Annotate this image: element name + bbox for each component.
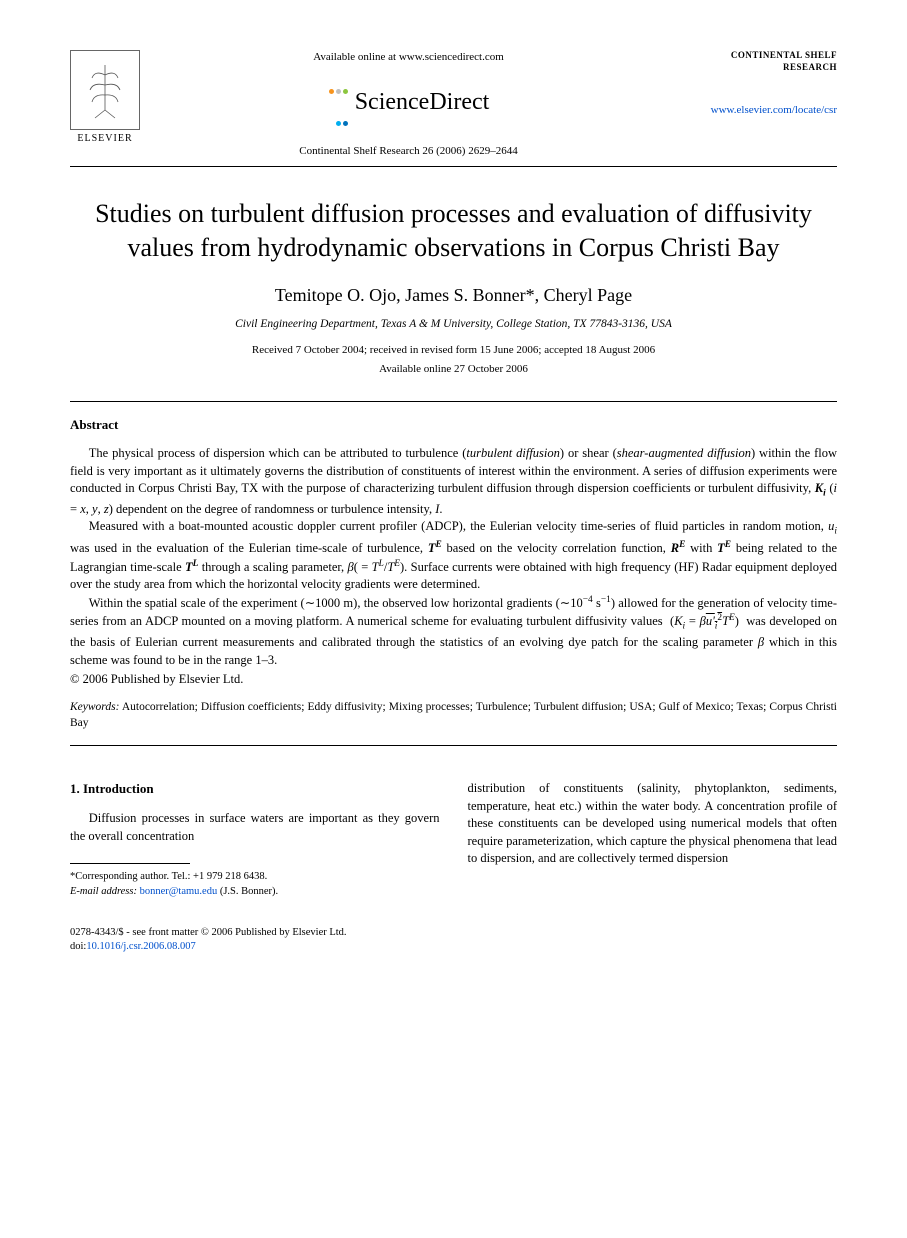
header: ELSEVIER Available online at www.science… [70,50,837,158]
journal-link[interactable]: www.elsevier.com/locate/csr [677,103,837,118]
keywords-label: Keywords: [70,701,119,713]
abstract-top-rule [70,401,837,402]
front-matter-text: 0278-4343/$ - see front matter © 2006 Pu… [70,926,837,940]
received-dates: Received 7 October 2004; received in rev… [70,343,837,358]
doi-line: doi:10.1016/j.csr.2006.08.007 [70,940,837,954]
intro-heading: 1. Introduction [70,780,440,798]
email-suffix: (J.S. Bonner). [220,886,278,897]
copyright: © 2006 Published by Elsevier Ltd. [70,671,837,688]
doi-label: doi: [70,941,86,952]
abstract-p1: The physical process of dispersion which… [70,445,837,518]
column-left: 1. Introduction Diffusion processes in s… [70,780,440,900]
front-matter: 0278-4343/$ - see front matter © 2006 Pu… [70,926,837,954]
available-online-text: Available online at www.sciencedirect.co… [160,50,657,65]
article-title: Studies on turbulent diffusion processes… [70,197,837,265]
header-rule [70,166,837,167]
abstract-p3: Within the spatial scale of the experime… [70,594,837,669]
sciencedirect-logo: ScienceDirect [160,71,657,136]
online-date: Available online 27 October 2006 [70,362,837,377]
publisher-block: ELSEVIER [70,50,140,146]
intro-text-right: distribution of constituents (salinity, … [468,780,838,868]
body-columns: 1. Introduction Diffusion processes in s… [70,780,837,900]
publisher-name: ELSEVIER [70,132,140,146]
keywords: Keywords: Autocorrelation; Diffusion coe… [70,700,837,731]
intro-text-left: Diffusion processes in surface waters ar… [70,810,440,845]
platform-name: ScienceDirect [355,89,490,115]
email-line: E-mail address: bonner@tamu.edu (J.S. Bo… [70,885,440,900]
keywords-list: Autocorrelation; Diffusion coefficients;… [70,701,837,729]
right-header: CONTINENTAL SHELF RESEARCH www.elsevier.… [677,50,837,118]
journal-reference: Continental Shelf Research 26 (2006) 262… [160,144,657,159]
journal-title: CONTINENTAL SHELF RESEARCH [677,50,837,73]
sciencedirect-dots-icon [328,71,349,136]
email-label: E-mail address: [70,886,137,897]
corresponding-author: *Corresponding author. Tel.: +1 979 218 … [70,870,440,885]
footnote-rule [70,863,190,864]
keywords-rule [70,745,837,746]
center-header: Available online at www.sciencedirect.co… [140,50,677,158]
doi-link[interactable]: 10.1016/j.csr.2006.08.007 [86,941,195,952]
abstract-heading: Abstract [70,416,837,434]
authors: Temitope O. Ojo, James S. Bonner*, Chery… [70,283,837,307]
column-right: distribution of constituents (salinity, … [468,780,838,900]
elsevier-tree-icon [70,50,140,130]
email-link[interactable]: bonner@tamu.edu [140,886,218,897]
affiliation: Civil Engineering Department, Texas A & … [70,317,837,333]
abstract-p2: Measured with a boat-mounted acoustic do… [70,518,837,593]
